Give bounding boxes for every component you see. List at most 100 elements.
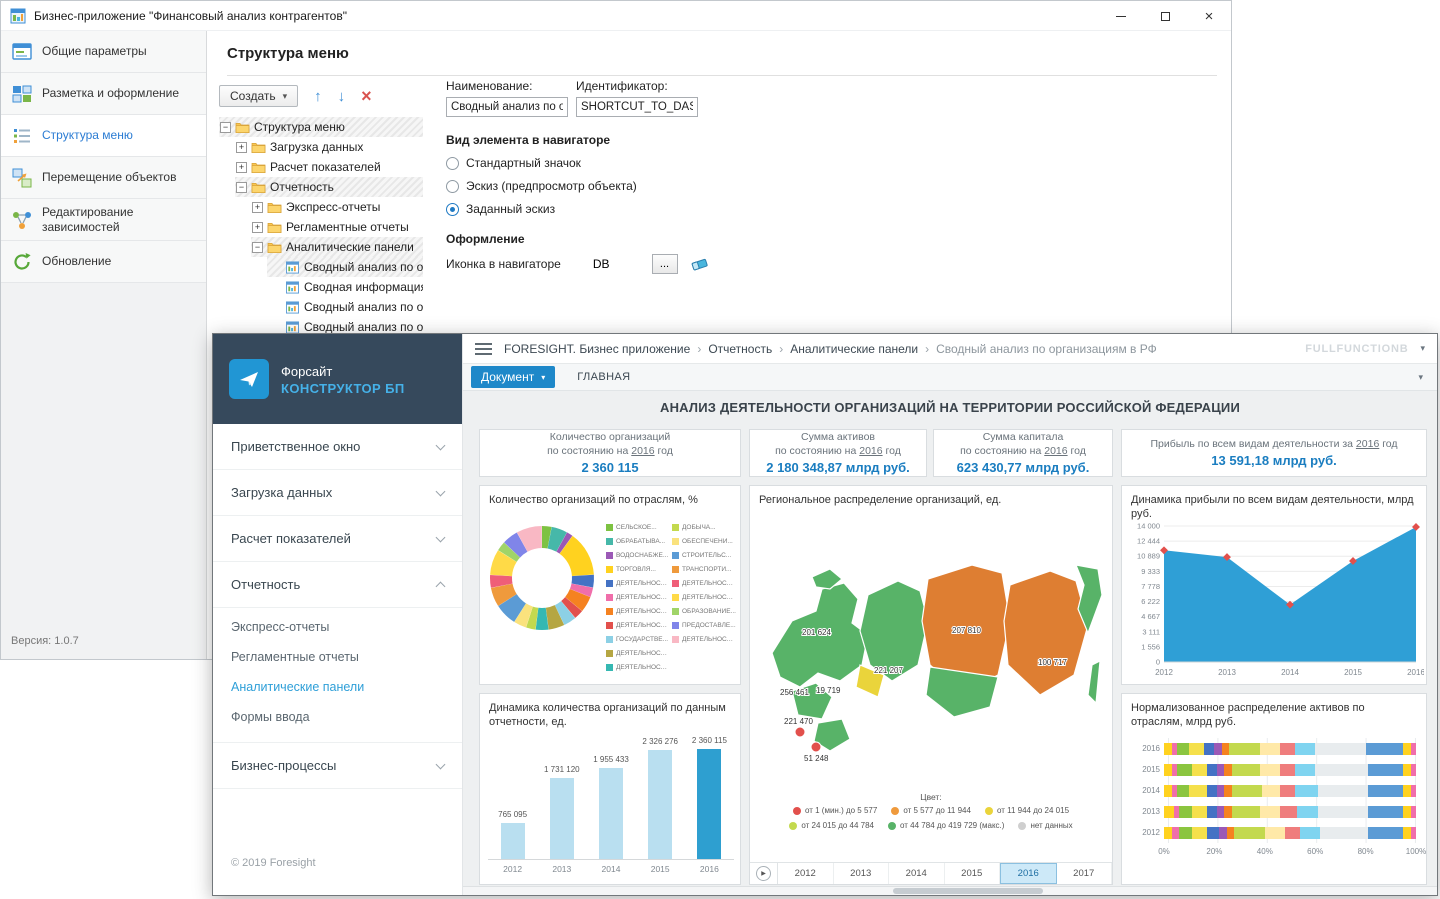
tree-item[interactable]: Сводный анализ по орган <box>219 297 423 317</box>
document-menu-button[interactable]: Документ ▾ <box>471 366 556 388</box>
kpi-year-link[interactable]: 2016 <box>859 445 883 457</box>
timeline-year-2013[interactable]: 2013 <box>834 863 889 884</box>
move-up-button[interactable]: ↑ <box>314 87 322 105</box>
menu-item[interactable]: Расчет показателей <box>213 516 462 562</box>
tree-item[interactable]: − Аналитические панели <box>219 237 423 257</box>
sidebar-item-menu-structure[interactable]: Структура меню <box>1 115 206 157</box>
map-region[interactable] <box>925 666 999 718</box>
timeline-year-2015[interactable]: 2015 <box>945 863 1000 884</box>
tree-item[interactable]: Сводный анализ по орган <box>219 317 423 337</box>
title-bar[interactable]: Бизнес-приложение "Финансовый анализ кон… <box>1 1 1231 31</box>
radio-option[interactable]: Стандартный значок <box>446 156 786 170</box>
menu-item[interactable]: Загрузка данных <box>213 470 462 516</box>
timeline-year-2017[interactable]: 2017 <box>1057 863 1112 884</box>
map-region[interactable] <box>1087 659 1101 705</box>
sidebar-item-move-objects[interactable]: Перемещение объектов <box>1 157 206 199</box>
tree-item[interactable]: − Отчетность <box>219 177 423 197</box>
play-button[interactable]: ▶ <box>750 863 778 884</box>
sidebar-item-layout-design[interactable]: Разметка и оформление <box>1 73 206 115</box>
user-menu-caret-icon[interactable]: ▾ <box>1420 343 1425 353</box>
menu-structure-tree: − Структура меню + Загрузка данных + Расчет п… <box>219 117 423 337</box>
submenu-item[interactable]: Аналитические панели <box>231 680 365 694</box>
timeline-year-2014[interactable]: 2014 <box>889 863 945 884</box>
identifier-input[interactable] <box>576 97 698 117</box>
tree-expander[interactable]: + <box>236 161 247 173</box>
delete-button[interactable]: × <box>361 86 372 106</box>
submenu-item[interactable]: Регламентные отчеты <box>231 650 359 664</box>
tree-item[interactable]: + Регламентные отчеты <box>219 217 423 237</box>
ribbon-collapse-icon[interactable]: ▾ <box>1418 371 1423 382</box>
map-marker[interactable] <box>794 726 806 738</box>
legend-item: ГОСУДАРСТВЕ... <box>606 632 670 646</box>
tree-item[interactable]: + Загрузка данных <box>219 137 423 157</box>
tree-item[interactable]: − Структура меню <box>219 117 423 137</box>
hamburger-menu-icon[interactable] <box>475 342 492 355</box>
panel-org-dynamics: Динамика количества организаций по данны… <box>479 693 741 885</box>
browse-button[interactable]: ... <box>651 254 678 274</box>
move-down-button[interactable]: ↓ <box>337 87 346 105</box>
map-region[interactable] <box>791 682 833 720</box>
map-region-label: 201 624 <box>802 628 831 637</box>
menu-item[interactable]: Бизнес-процессы <box>213 743 462 789</box>
scrollbar-thumb[interactable] <box>893 888 1043 894</box>
data-point-marker <box>1286 600 1294 609</box>
donut-slice <box>554 601 576 625</box>
russia-map[interactable]: 201 624 221 207 207 810 100 717 256 461 19 71… <box>758 512 1106 788</box>
breadcrumb-item[interactable]: Аналитические панели <box>790 341 919 356</box>
tree-item[interactable]: + Расчет показателей <box>219 157 423 177</box>
folder-icon <box>235 122 250 133</box>
minimize-button[interactable] <box>1099 1 1143 31</box>
legend-label: от 1 (мин.) до 5 577 <box>804 806 878 815</box>
sidebar-item-general-params[interactable]: Общие параметры <box>1 31 206 73</box>
stacked-segment <box>1206 784 1217 797</box>
tree-item[interactable]: + Экспресс-отчеты <box>219 197 423 217</box>
tree-expander[interactable]: + <box>252 221 263 233</box>
map-region[interactable] <box>859 580 929 682</box>
tree-item[interactable]: Сводная информация по о <box>219 277 423 297</box>
radio-option[interactable]: Эскиз (предпросмотр объекта) <box>446 179 786 193</box>
kpi-year-link[interactable]: 2016 <box>1355 438 1380 451</box>
breadcrumb-item[interactable]: Отчетность <box>708 341 773 356</box>
tree-toolbar: Создать ▾ ↑ ↓ × <box>219 85 372 107</box>
map-region[interactable] <box>1003 570 1089 696</box>
breadcrumb-item[interactable]: Сводный анализ по организациям в РФ <box>936 341 1157 356</box>
tab-main[interactable]: ГЛАВНАЯ <box>577 371 631 383</box>
timeline-year-2012[interactable]: 2012 <box>778 863 834 884</box>
submenu-item[interactable]: Формы ввода <box>231 710 310 724</box>
horizontal-scrollbar[interactable] <box>463 886 1437 895</box>
eraser-icon[interactable] <box>690 256 710 272</box>
map-region[interactable] <box>1075 564 1103 635</box>
menu-item[interactable]: Приветственное окно <box>213 424 462 470</box>
logo-area[interactable]: Форсайт КОНСТРУКТОР БП <box>213 334 462 424</box>
submenu-item[interactable]: Экспресс-отчеты <box>231 620 330 634</box>
sidebar-item-edit-dependencies[interactable]: Редактирование зависимостей <box>1 199 206 241</box>
maximize-button[interactable] <box>1143 1 1187 31</box>
map-region[interactable] <box>813 718 851 752</box>
menu-item[interactable]: Отчетность <box>213 562 462 608</box>
tree-item[interactable]: Сводный анализ по орган <box>219 257 423 277</box>
map-region[interactable] <box>921 564 1011 694</box>
breadcrumb-item[interactable]: FORESIGHT. Бизнес приложение <box>504 341 691 356</box>
create-button[interactable]: Создать ▾ <box>219 85 299 107</box>
map-marker[interactable] <box>810 741 822 753</box>
kpi-year-link[interactable]: 2016 <box>631 445 655 457</box>
close-button[interactable]: × <box>1204 7 1214 25</box>
caret-down-icon: ▾ <box>541 372 546 382</box>
map-region[interactable] <box>811 568 843 590</box>
properties-form: Наименование: Идентификатор: Вид элемент… <box>446 79 786 274</box>
tree-expander[interactable]: − <box>220 121 231 133</box>
user-badge[interactable]: FULLFUNCTIONB <box>1305 342 1409 355</box>
kpi-year-link[interactable]: 2016 <box>1044 445 1068 457</box>
legend-label: ДЕЯТЕЛЬНОСТЬ... <box>682 593 736 601</box>
tree-expander[interactable]: + <box>252 201 263 213</box>
legend-swatch <box>606 551 613 559</box>
tree-expander[interactable]: − <box>252 241 263 253</box>
tree-expander[interactable]: − <box>236 181 247 193</box>
map-region[interactable] <box>855 664 885 698</box>
donut-slice <box>542 526 552 549</box>
name-input[interactable] <box>446 97 568 117</box>
timeline-year-2016[interactable]: 2016 <box>1000 863 1057 884</box>
tree-expander[interactable]: + <box>236 141 247 153</box>
radio-option[interactable]: Заданный эскиз <box>446 202 786 216</box>
sidebar-item-update[interactable]: Обновление <box>1 241 206 283</box>
